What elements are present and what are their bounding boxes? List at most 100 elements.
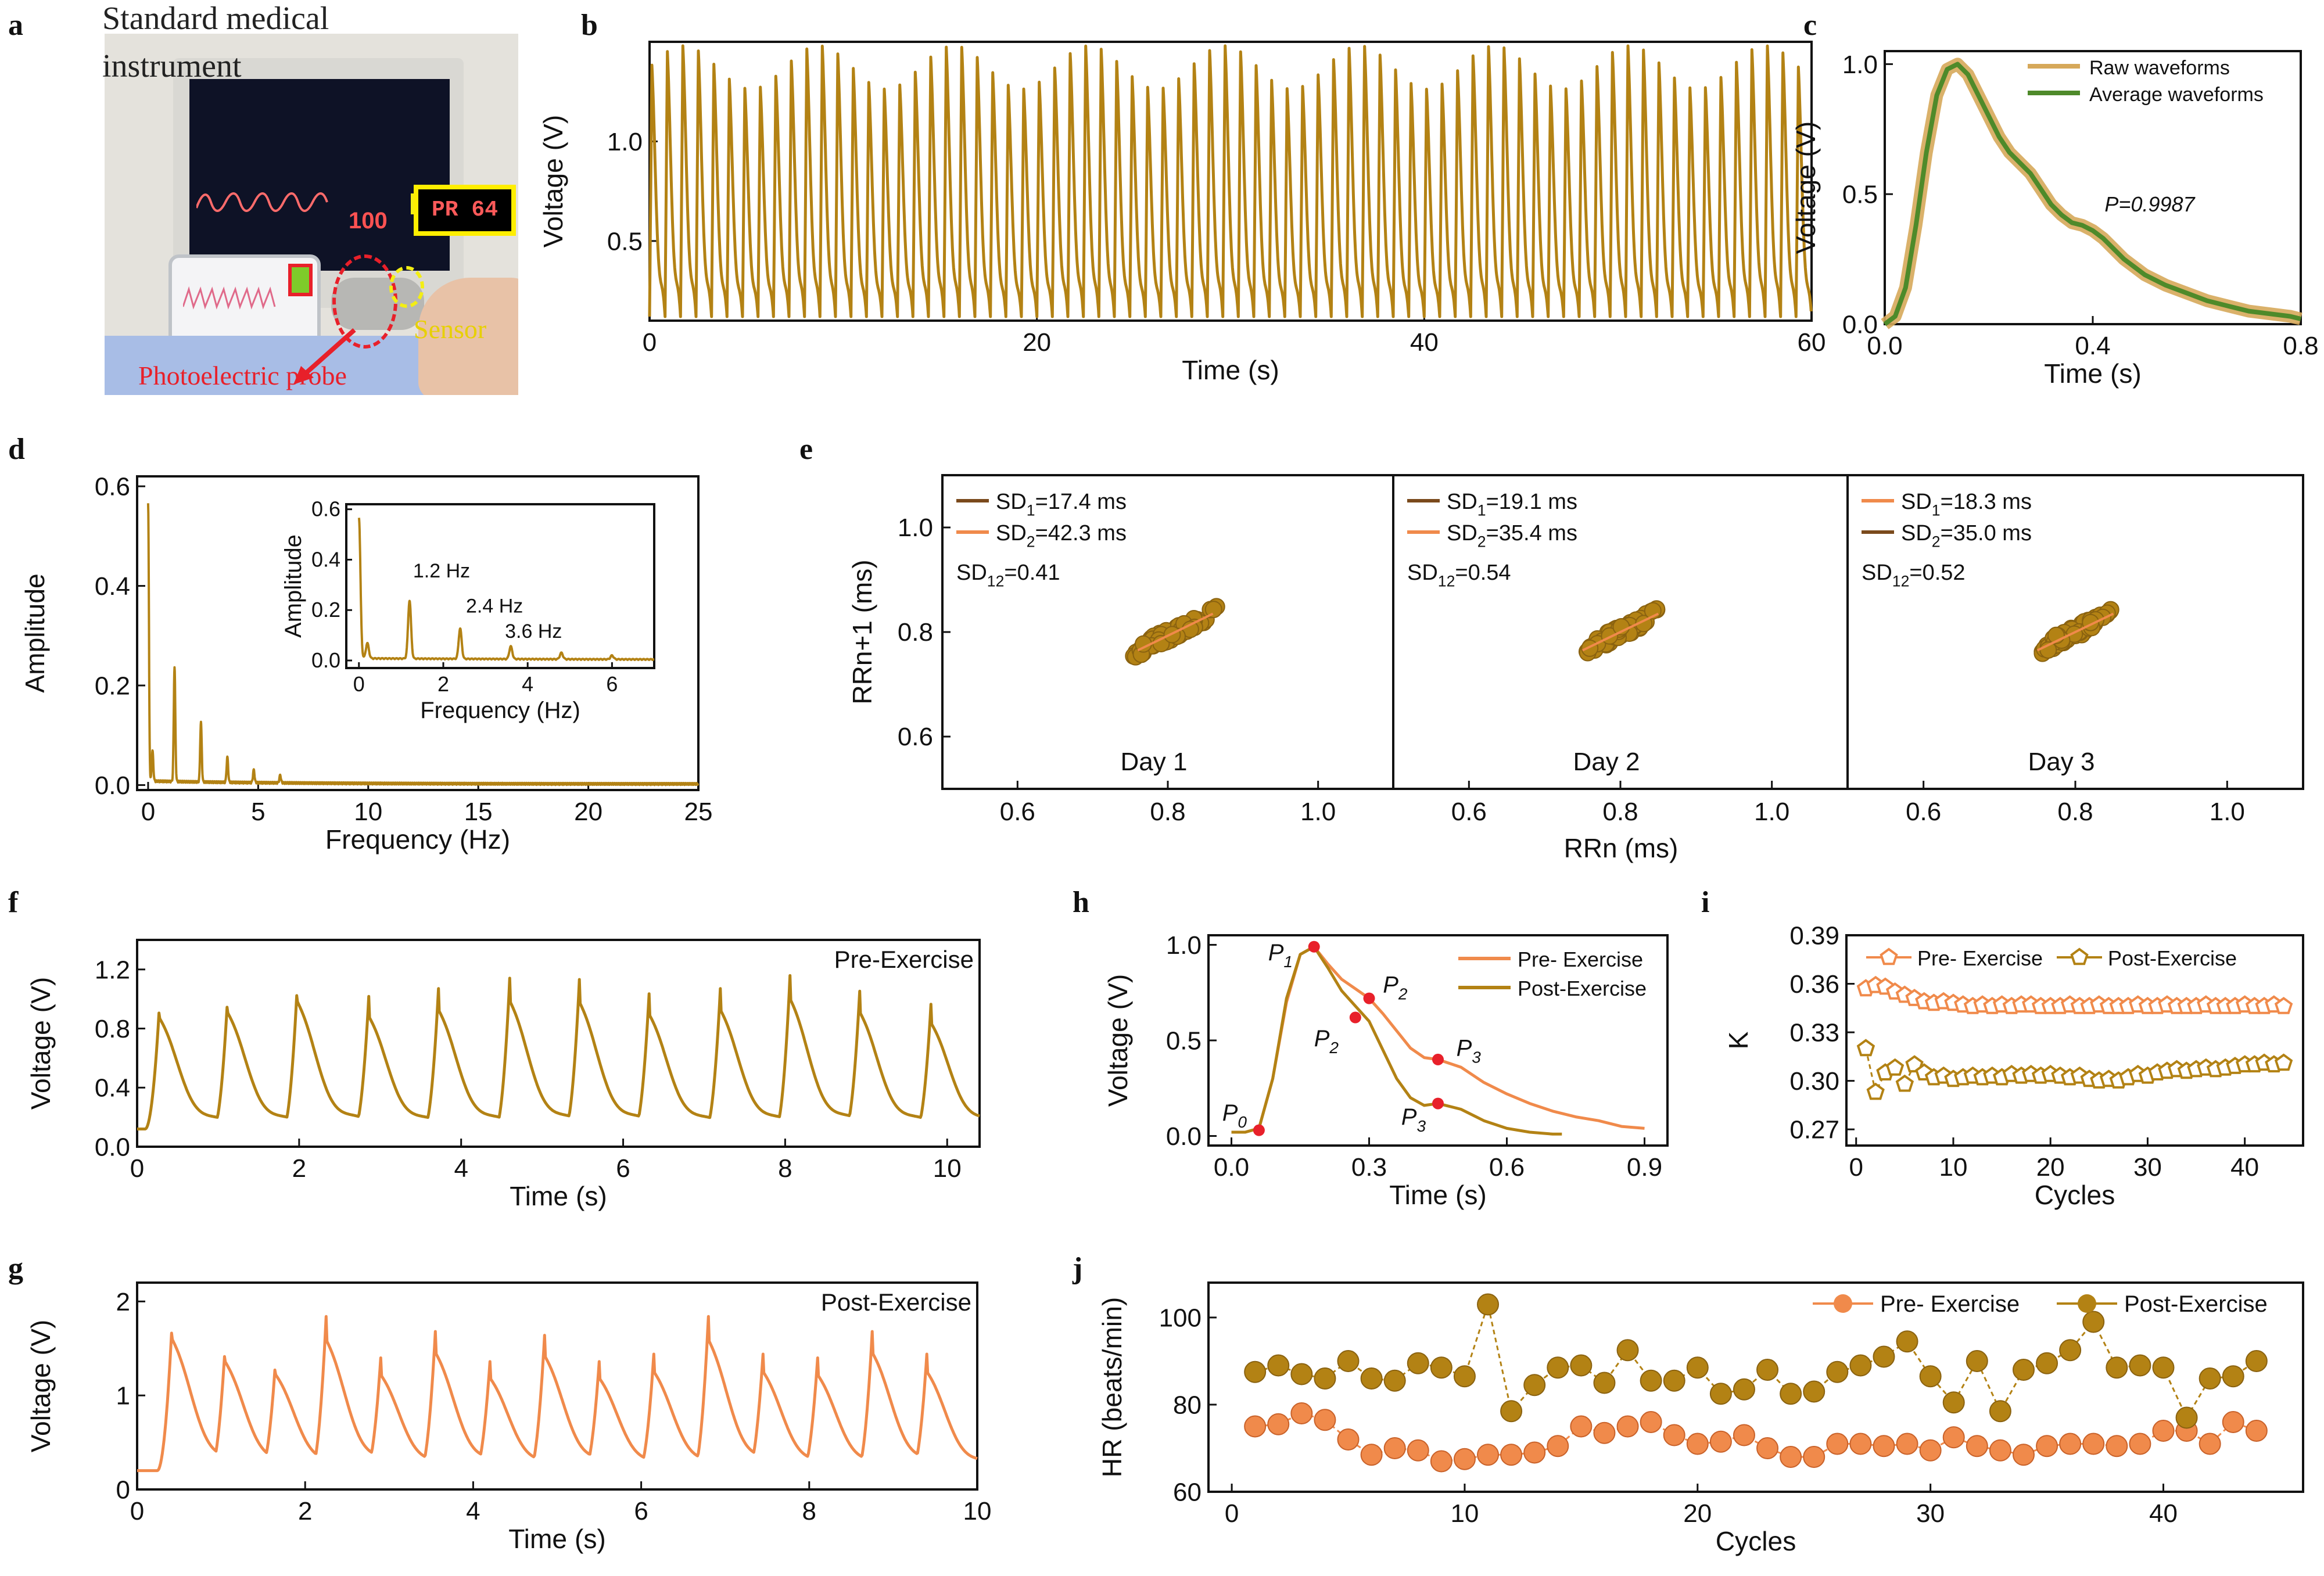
y-tick-label: 0.30 — [1789, 1067, 1839, 1096]
hr-marker — [2106, 1435, 2128, 1457]
hr-marker — [1989, 1400, 2011, 1423]
x-tick-label: 20 — [2036, 1153, 2065, 1182]
y-axis-label: Voltage (V) — [538, 115, 568, 248]
x-tick-label: 6 — [634, 1497, 648, 1525]
k-marker — [1866, 1082, 1885, 1100]
hr-marker — [2245, 1420, 2268, 1442]
sd2-axis-line — [2036, 612, 2114, 652]
hand — [418, 278, 518, 395]
hr-marker — [1686, 1356, 1709, 1379]
hr-marker — [2012, 1359, 2035, 1381]
y-tick-label: 1.0 — [1166, 931, 1202, 960]
p-value-annotation: P=0.9987 — [2104, 192, 2196, 216]
hr-marker — [1966, 1435, 1988, 1457]
x-tick-label: 0.6 — [1451, 798, 1487, 826]
plot-frame — [136, 475, 700, 791]
legend-post-label: Post-Exercise — [2124, 1291, 2268, 1317]
feature-point — [1363, 992, 1375, 1004]
trace-series — [136, 1315, 978, 1473]
hr-marker — [1640, 1411, 1662, 1433]
feature-point-label: P3 — [1401, 1104, 1426, 1135]
sd2-axis-line — [1581, 612, 1659, 652]
hr-marker — [1966, 1350, 1988, 1372]
x-tick-label: 0 — [643, 328, 657, 357]
y-tick-label: 0.27 — [1789, 1116, 1839, 1144]
y-tick-label: 1 — [116, 1382, 130, 1410]
y-axis-label: HR (beats/min) — [1097, 1297, 1127, 1478]
inset-x-tick-label: 0 — [353, 672, 365, 696]
x-tick-label: 2 — [292, 1154, 306, 1183]
axes-c: 0.0 0.4 0.8 0.0 0.5 1.0 Time (s) Voltage (V) Raw… — [1791, 50, 2319, 389]
y-axis-label: Voltage (V) — [26, 977, 56, 1110]
x-axis-label: Frequency (Hz) — [325, 824, 510, 855]
hr-marker — [2245, 1350, 2268, 1372]
inset-y-axis-label: Amplitude — [281, 534, 306, 638]
legend-post-marker — [2078, 1294, 2096, 1313]
probe-label: Photoelectric probe — [138, 361, 347, 390]
x-axis-label: Time (s) — [508, 1524, 606, 1554]
sensor-circle — [389, 266, 424, 308]
x-tick-label: 0 — [130, 1154, 144, 1183]
y-tick-label: 80 — [1173, 1391, 1202, 1419]
legend-post-marker — [2070, 947, 2089, 965]
x-tick-label: 10 — [933, 1154, 962, 1183]
inset-spectrum-series — [357, 518, 655, 661]
y-tick-label: 0.0 — [1166, 1122, 1202, 1151]
hr-marker — [1896, 1330, 1918, 1353]
k-marker — [2274, 997, 2293, 1014]
monitor-waveform — [196, 192, 328, 212]
panel-label-e: e — [799, 433, 813, 466]
x-tick-label: 1.0 — [2210, 798, 2245, 826]
k-marker — [1895, 1074, 1914, 1092]
plot-frame — [1845, 934, 2304, 1147]
x-tick-label: 25 — [684, 798, 713, 826]
legend-post-label: Post-Exercise — [2108, 946, 2237, 970]
y-tick-label: 0.8 — [95, 1015, 130, 1043]
hr-marker — [1826, 1360, 1849, 1383]
trace-series — [136, 974, 981, 1130]
y-tick-label: 0.36 — [1789, 970, 1839, 999]
legend-pre-label: Pre- Exercise — [1917, 946, 2043, 970]
hr-marker — [1407, 1439, 1429, 1462]
probe-arrow — [293, 328, 356, 385]
hr-marker — [1709, 1430, 1732, 1453]
axes-h: 0.0 0.3 0.6 0.9 0.0 0.5 1.0 Time (s) Voltage (V)… — [1103, 931, 1669, 1210]
panel-label-c: c — [1803, 9, 1817, 42]
x-axis-label: Time (s) — [2044, 358, 2142, 389]
y-tick-label: 0.8 — [898, 618, 933, 647]
y-tick-label: 0.5 — [1166, 1026, 1202, 1055]
photo-title-line1: Standard medical — [102, 1, 329, 37]
x-tick-label: 20 — [1023, 328, 1051, 357]
hr-marker — [2106, 1356, 2128, 1379]
x-tick-label: 6 — [616, 1154, 630, 1183]
x-tick-label: 30 — [2133, 1153, 2162, 1182]
y-axis-label: Amplitude — [20, 573, 50, 692]
monitor-hr-readout: 100 — [349, 208, 388, 234]
hr-marker — [2222, 1365, 2244, 1388]
phone-waveform — [183, 286, 276, 310]
hr-marker — [1803, 1380, 1826, 1403]
day-label: Day 1 — [1121, 748, 1188, 776]
inset-x-tick-label: 2 — [437, 672, 449, 696]
hr-marker — [1244, 1415, 1267, 1438]
x-axis-label: Cycles — [1716, 1526, 1796, 1556]
hr-marker — [1430, 1450, 1452, 1473]
hr-marker — [1919, 1439, 1942, 1462]
hr-marker — [2129, 1433, 2151, 1455]
axes-g: 0 2 4 6 8 10 0 1 2 Time (s) Voltage (V) Post-Exerci… — [26, 1281, 991, 1554]
x-tick-label: 30 — [1916, 1499, 1945, 1528]
sensor-label: Sensor — [414, 314, 487, 344]
hr-marker — [1523, 1441, 1546, 1464]
y-tick-label: 0.2 — [95, 672, 130, 700]
spectrum-series — [146, 503, 700, 787]
x-tick-label: 0.6 — [1906, 798, 1941, 826]
legend-average-label: Average waveforms — [2089, 84, 2264, 106]
photo-title-line2: instrument — [102, 48, 242, 84]
hr-marker — [2012, 1444, 2035, 1466]
panel-label-i: i — [1701, 886, 1709, 919]
inset-annotation-2: 2.4 Hz — [466, 595, 523, 618]
x-axis-label: Time (s) — [1389, 1180, 1487, 1210]
